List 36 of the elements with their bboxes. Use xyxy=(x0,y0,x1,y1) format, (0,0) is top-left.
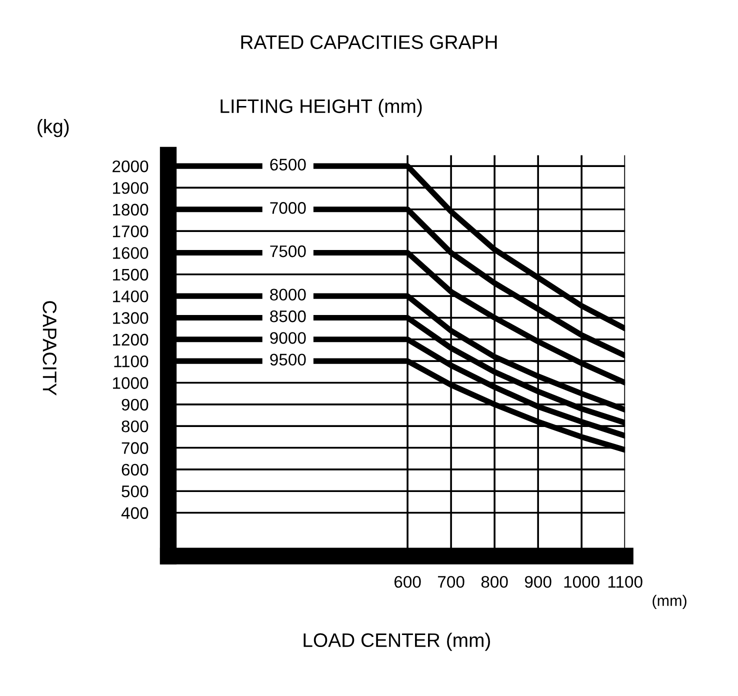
y-tick-label: 600 xyxy=(122,464,148,476)
y-tick-label: 1000 xyxy=(113,377,148,389)
series-label: 8500 xyxy=(270,310,306,322)
y-tick-label: 1900 xyxy=(113,182,148,194)
y-tick-label: 500 xyxy=(122,485,148,498)
x-axis-title: LOAD CENTER (mm) xyxy=(304,632,490,651)
y-tick-label: 1400 xyxy=(113,290,148,302)
x-tick-label: 800 xyxy=(481,576,508,588)
series-label: 6500 xyxy=(270,158,306,171)
y-tick-label: 1700 xyxy=(113,225,148,238)
x-tick-label: 900 xyxy=(524,576,552,588)
y-tick-label: 1100 xyxy=(114,355,148,368)
text: (mm) xyxy=(652,594,686,610)
x-tick-label: 1000 xyxy=(564,576,600,588)
y-tick-label: 1600 xyxy=(113,247,148,259)
y-tick-label: 1200 xyxy=(113,334,148,346)
chart-title: RATED CAPACITIES GRAPH xyxy=(241,35,497,50)
x-tick-label: 700 xyxy=(438,576,464,588)
x-tick-label: 600 xyxy=(394,576,421,588)
x-tick-label: 1100 xyxy=(608,576,642,588)
series-label: 7000 xyxy=(270,202,306,214)
text: (kg) xyxy=(38,119,69,138)
y-tick-label: 1500 xyxy=(113,268,148,281)
y-tick-label: 700 xyxy=(122,442,148,454)
y-tick-label: 900 xyxy=(122,398,148,411)
series-label: 9000 xyxy=(270,332,306,344)
y-tick-label: 400 xyxy=(121,507,148,519)
chart-subtitle: LIFTING HEIGHT (mm) xyxy=(220,98,422,117)
y-axis-title: CAPACITY xyxy=(42,301,57,396)
series-label: 7500 xyxy=(270,245,306,258)
series-label: 8000 xyxy=(270,288,306,301)
y-tick-label: 800 xyxy=(122,420,148,432)
y-tick-label: 2000 xyxy=(112,160,148,172)
y-tick-label: 1800 xyxy=(113,204,148,216)
series-label: 9500 xyxy=(270,354,306,366)
y-tick-label: 1300 xyxy=(113,312,148,324)
